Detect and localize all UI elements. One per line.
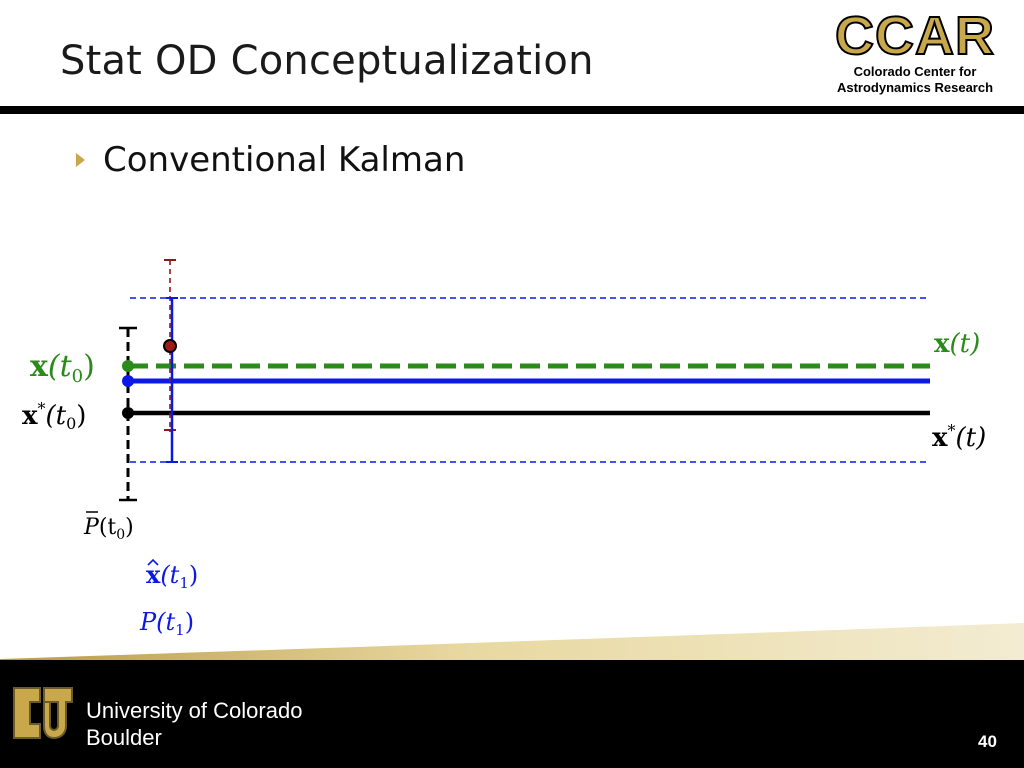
xhat-hat-mark <box>147 558 159 566</box>
label-xstar-t0: x*(t0) <box>22 399 86 433</box>
title-rule <box>0 106 1024 114</box>
slide-title: Stat OD Conceptualization <box>60 38 594 84</box>
reference-initial-point <box>122 407 134 419</box>
ccar-logo-line2: Astrodynamics Research <box>836 80 994 95</box>
label-xstar-t: x*(t) <box>932 421 986 453</box>
estimate-initial-point <box>122 375 134 387</box>
observation-point <box>163 339 177 353</box>
bullet-arrow-icon <box>76 153 85 167</box>
ccar-logo-word: CCAR <box>834 6 995 66</box>
bullet-text: Conventional Kalman <box>103 140 466 180</box>
footer-bar <box>0 660 1024 768</box>
page-number: 40 <box>978 732 997 751</box>
university-name: University of Colorado Boulder <box>86 697 302 751</box>
university-line1: University of Colorado <box>86 698 303 723</box>
ccar-logo: CCAR Colorado Center for Astrodynamics R… <box>820 6 1010 96</box>
footer-gold-band <box>0 623 1024 667</box>
label-pbar-t0: P(t0) <box>83 515 134 543</box>
bullet-item: Conventional Kalman <box>76 140 465 180</box>
label-x-t0: x(t0) <box>30 349 95 387</box>
label-x-t: x(t) <box>934 329 980 359</box>
cu-logo-icon <box>13 687 73 740</box>
label-p-t1: P(t1) <box>139 608 194 639</box>
label-xhat-t1: x(t1) <box>146 560 198 592</box>
kalman-diagram: x(t0) x*(t0) x(t) x*(t) P(t0) x(t1) P(t1… <box>22 259 986 639</box>
ccar-logo-line1: Colorado Center for <box>853 64 977 79</box>
true-state-initial-point <box>122 360 134 372</box>
university-line2: Boulder <box>86 725 162 750</box>
